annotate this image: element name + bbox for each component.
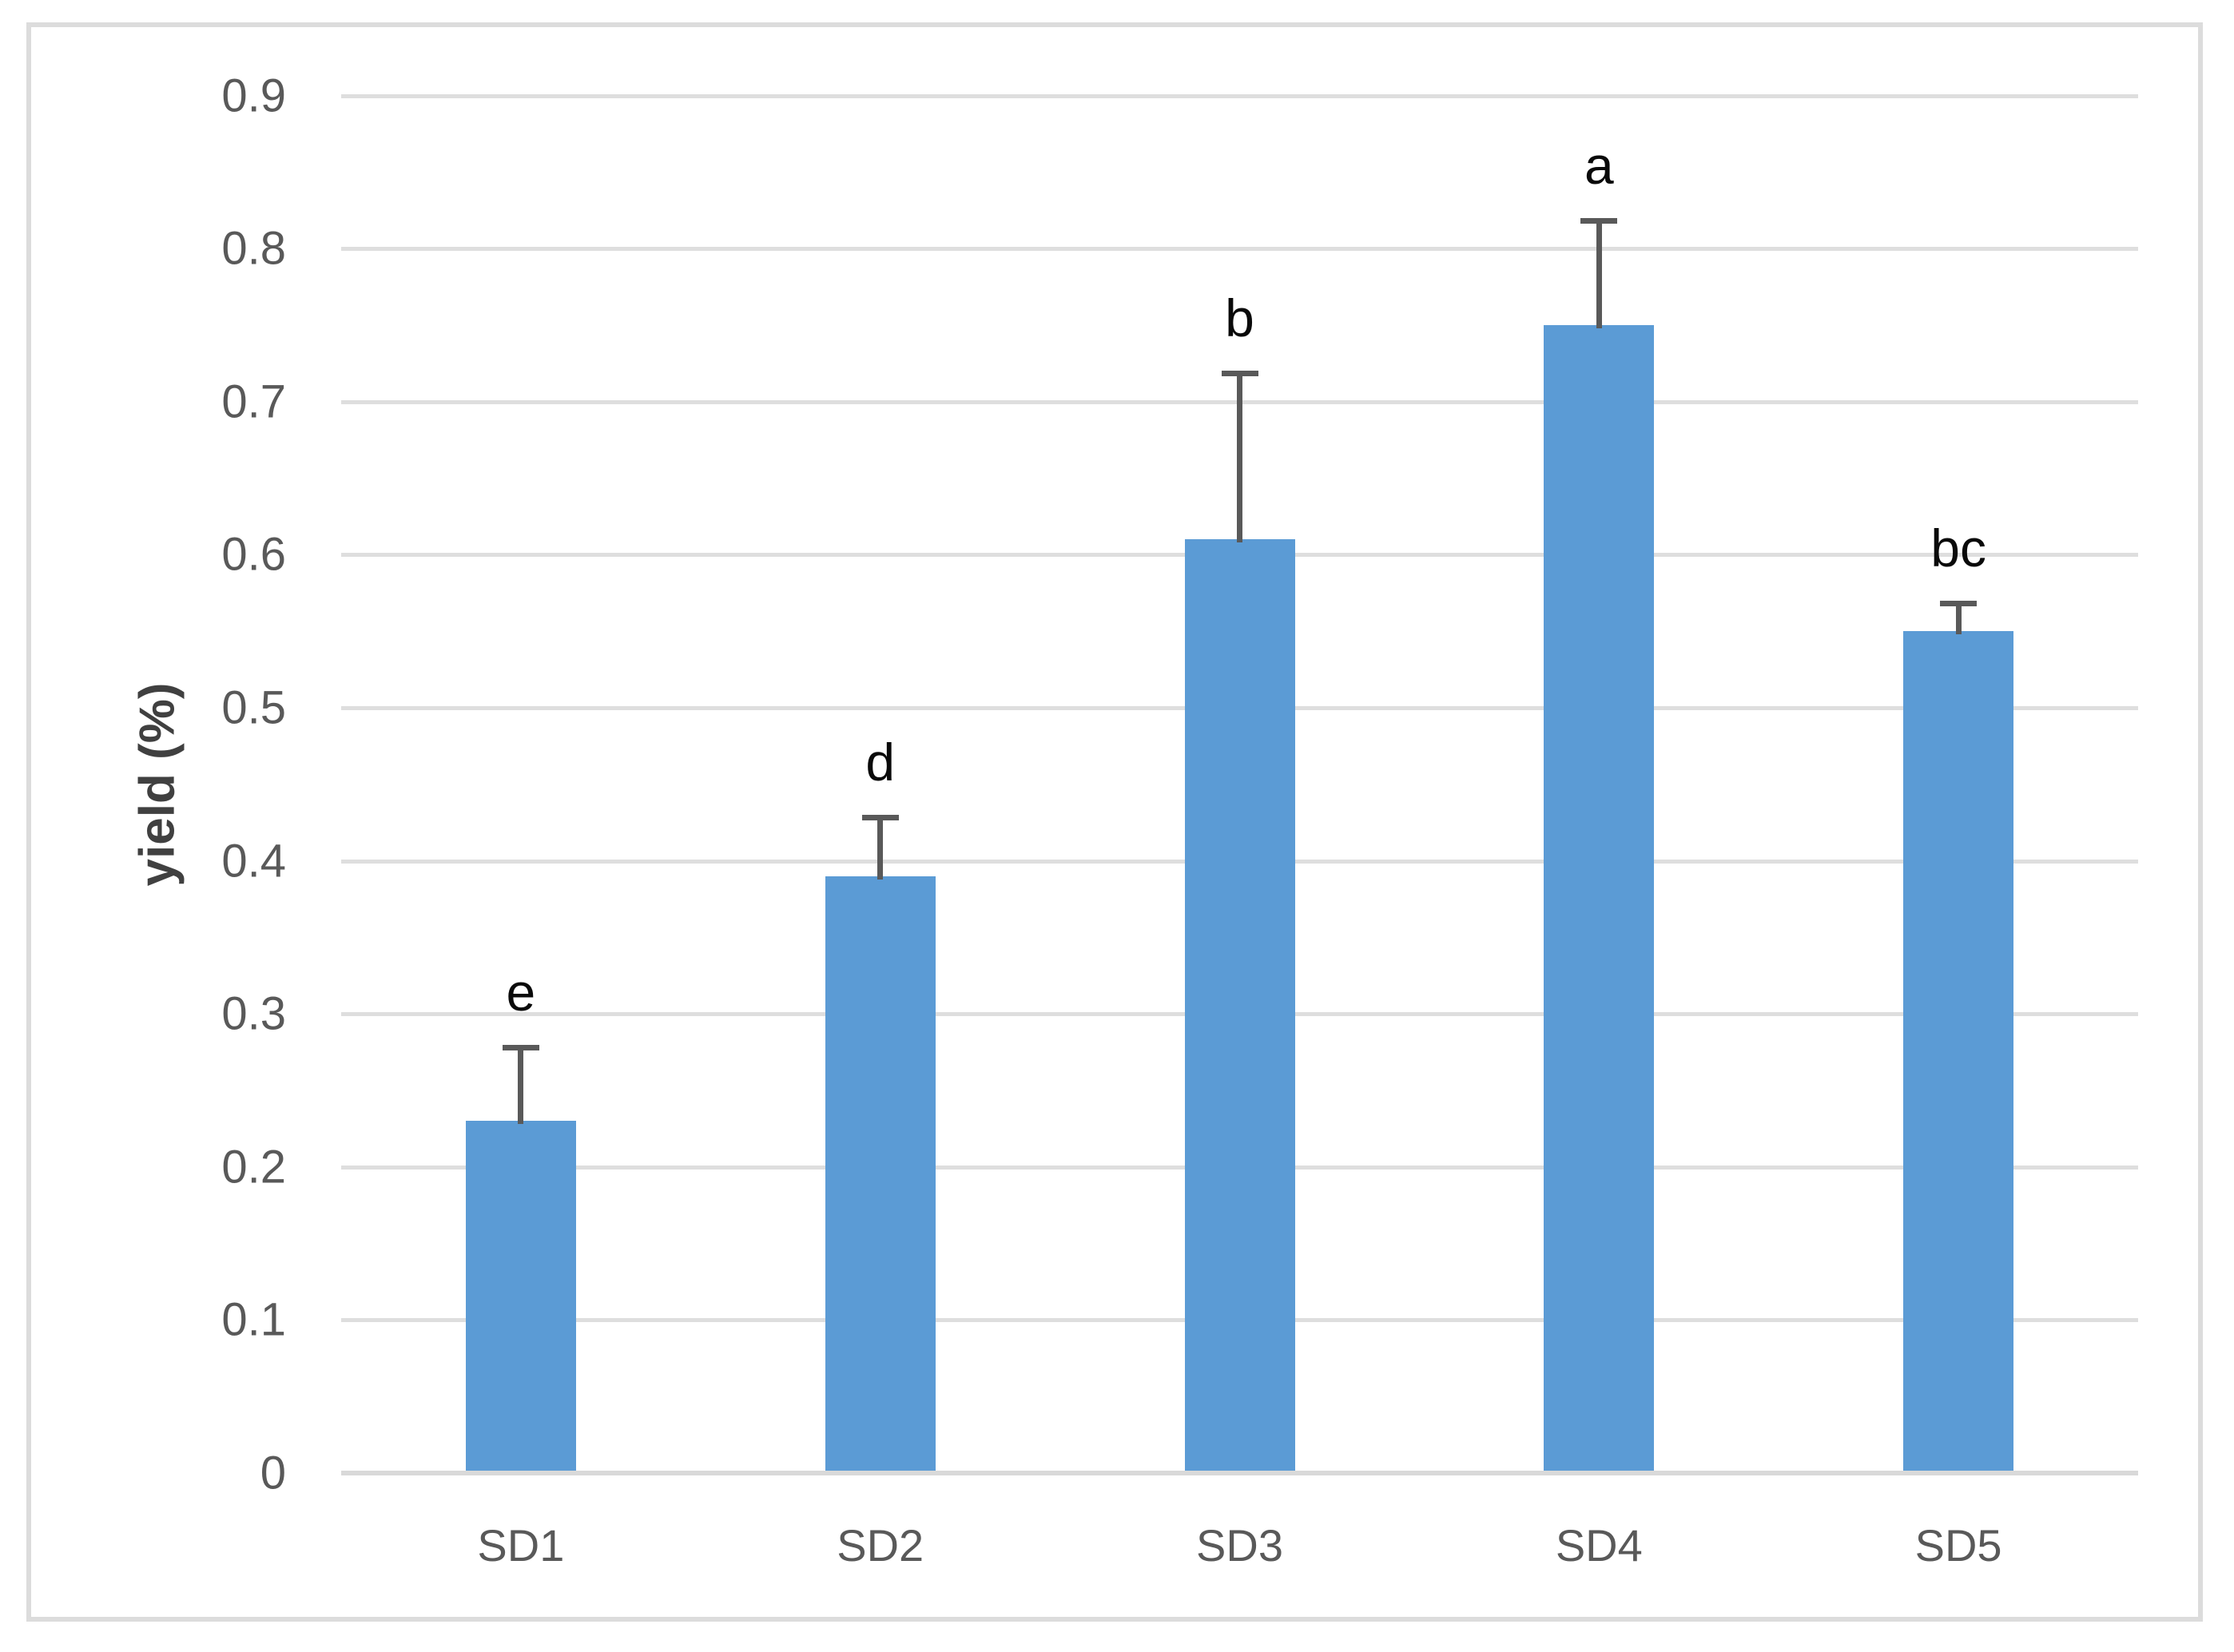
significance-letter-SD1: e xyxy=(506,962,536,1022)
error-bar-line-SD2 xyxy=(877,815,884,880)
y-tick-label-0.5: 0.5 xyxy=(221,681,286,734)
x-axis-line xyxy=(341,1471,2138,1475)
x-tick-label-SD4: SD4 xyxy=(1555,1520,1643,1571)
bar-SD4 xyxy=(1544,325,1655,1473)
y-tick-label-0.1: 0.1 xyxy=(221,1293,286,1346)
bar-SD2 xyxy=(825,876,936,1473)
x-tick-label-SD5: SD5 xyxy=(1914,1520,2002,1571)
bar-SD1 xyxy=(465,1121,576,1473)
error-bar-cap-SD3 xyxy=(1221,371,1258,377)
significance-letter-SD5: bc xyxy=(1930,518,1986,578)
y-tick-label-0.3: 0.3 xyxy=(221,987,286,1040)
x-tick-label-SD2: SD2 xyxy=(837,1520,924,1571)
gridline-0.9 xyxy=(341,93,2138,98)
y-tick-label-0.2: 0.2 xyxy=(221,1141,286,1193)
error-bar-line-SD4 xyxy=(1596,217,1602,328)
figure-border xyxy=(26,22,2203,1622)
error-bar-line-SD5 xyxy=(1955,600,1962,635)
gridline-0.8 xyxy=(341,247,2138,252)
y-tick-label-0.4: 0.4 xyxy=(221,835,286,888)
y-tick-label-0.6: 0.6 xyxy=(221,528,286,581)
x-tick-label-SD1: SD1 xyxy=(477,1520,565,1571)
bar-SD3 xyxy=(1184,539,1295,1473)
x-tick-label-SD3: SD3 xyxy=(1196,1520,1283,1571)
error-bar-cap-SD4 xyxy=(1580,217,1618,224)
error-bar-cap-SD2 xyxy=(861,815,899,821)
y-tick-label-0.8: 0.8 xyxy=(221,222,286,275)
significance-letter-SD4: a xyxy=(1584,135,1614,195)
error-bar-line-SD3 xyxy=(1237,371,1242,543)
y-tick-label-0.9: 0.9 xyxy=(221,69,286,122)
error-bar-cap-SD1 xyxy=(502,1044,539,1050)
error-bar-cap-SD5 xyxy=(1940,600,1978,606)
y-axis-title: yield (%) xyxy=(129,682,185,887)
y-tick-label-0.7: 0.7 xyxy=(221,375,286,428)
significance-letter-SD2: d xyxy=(865,733,896,792)
y-tick-label-0: 0 xyxy=(260,1447,286,1499)
error-bar-line-SD1 xyxy=(518,1044,524,1125)
bar-SD5 xyxy=(1903,631,2014,1473)
significance-letter-SD3: b xyxy=(1225,288,1254,348)
